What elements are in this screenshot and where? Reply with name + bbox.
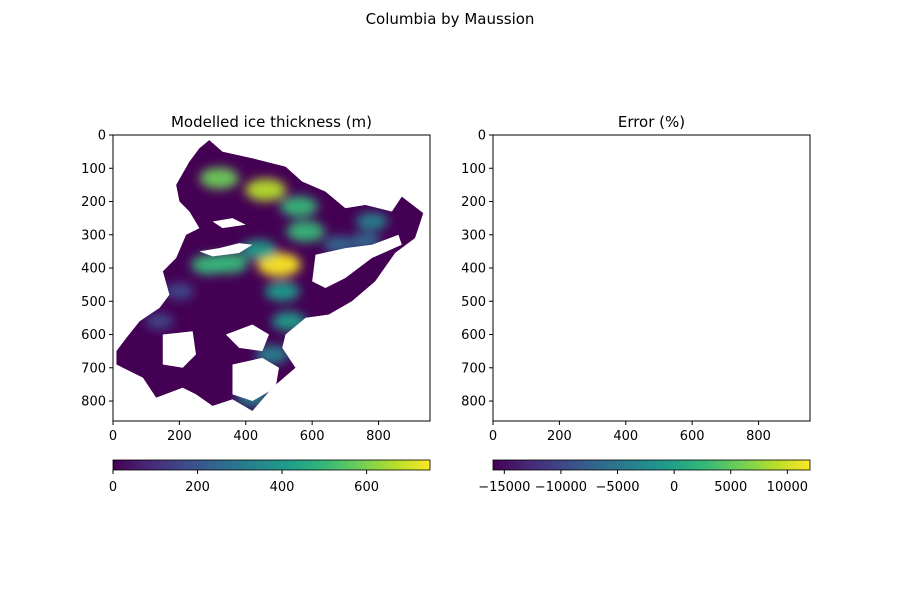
heatmap-image — [116, 139, 424, 412]
thickness-blob — [191, 254, 228, 275]
x-tick-label: 600 — [300, 429, 325, 444]
y-tick-label: 400 — [461, 262, 486, 277]
colorbar-tick-label: 0 — [109, 480, 117, 495]
colorbar-tick-label: −5000 — [596, 480, 640, 495]
colorbar-tick-label: −10000 — [535, 480, 587, 495]
thickness-blob — [245, 178, 287, 202]
thickness-blob — [355, 212, 388, 231]
y-tick-label: 200 — [461, 195, 486, 210]
x-tick-label: 600 — [680, 429, 705, 444]
y-tick-label: 100 — [81, 162, 106, 177]
x-tick-label: 400 — [233, 429, 258, 444]
ice-free-area — [162, 331, 196, 368]
y-tick-label: 100 — [461, 162, 486, 177]
thickness-blob — [286, 220, 325, 243]
x-tick-label: 200 — [547, 429, 572, 444]
thickness-blob — [279, 196, 318, 217]
ice-free-area — [225, 324, 270, 352]
y-tick-label: 800 — [461, 395, 486, 410]
y-tick-label: 0 — [98, 129, 106, 144]
x-tick-label: 800 — [746, 429, 771, 444]
thickness-blob — [145, 313, 174, 330]
axes-frame — [492, 134, 811, 422]
ice-free-area — [312, 234, 402, 288]
x-tick-label: 400 — [613, 429, 638, 444]
y-tick-label: 400 — [81, 262, 106, 277]
ice-free-area — [232, 357, 279, 402]
colorbar-tick-label: 200 — [185, 480, 210, 495]
x-tick-label: 800 — [366, 429, 391, 444]
y-tick-label: 600 — [81, 328, 106, 343]
thickness-blob — [164, 282, 195, 300]
y-tick-label: 200 — [81, 195, 106, 210]
colorbar-gradient — [113, 460, 430, 470]
y-tick-label: 500 — [461, 295, 486, 310]
thickness-blob — [199, 167, 239, 189]
colorbar-gradient — [493, 460, 810, 470]
y-tick-label: 700 — [461, 361, 486, 376]
y-tick-label: 0 — [478, 129, 486, 144]
thickness-blob — [271, 311, 306, 331]
colorbar-tick-label: 400 — [270, 480, 295, 495]
thickness-blob — [264, 281, 300, 302]
ice-free-area — [212, 218, 246, 229]
axes-frame — [112, 134, 431, 422]
thickness-panel: Modelled ice thickness (m) 0 200 400 600 800 0… — [81, 113, 431, 495]
colorbar-tick-label: 600 — [354, 480, 379, 495]
y-tick-label: 600 — [461, 328, 486, 343]
thickness-blob — [241, 239, 277, 260]
colorbar-tick-label: 10000 — [767, 480, 808, 495]
ice-free-area — [199, 243, 253, 257]
colorbar-tick-label: −15000 — [478, 480, 530, 495]
error-panel: Error (%) 0 200 400 600 800 0 100 200 300 400 500 60… — [461, 113, 811, 495]
colorbar-frame — [112, 459, 431, 471]
x-tick-label: 0 — [109, 429, 117, 444]
figure-suptitle: Columbia by Maussion — [366, 10, 535, 28]
panel-title: Error (%) — [618, 113, 685, 131]
x-tick-label: 0 — [489, 429, 497, 444]
colorbar-tick-label: 0 — [670, 480, 678, 495]
thickness-blob — [257, 252, 301, 277]
x-tick-label: 200 — [167, 429, 192, 444]
y-tick-label: 500 — [81, 295, 106, 310]
panel-title: Modelled ice thickness (m) — [171, 113, 372, 131]
glacier-area — [116, 139, 424, 412]
colorbar-frame — [492, 459, 811, 471]
y-tick-label: 300 — [81, 228, 106, 243]
y-tick-label: 800 — [81, 395, 106, 410]
colorbar-tick-label: 5000 — [714, 480, 747, 495]
y-tick-label: 700 — [81, 361, 106, 376]
y-tick-label: 300 — [461, 228, 486, 243]
